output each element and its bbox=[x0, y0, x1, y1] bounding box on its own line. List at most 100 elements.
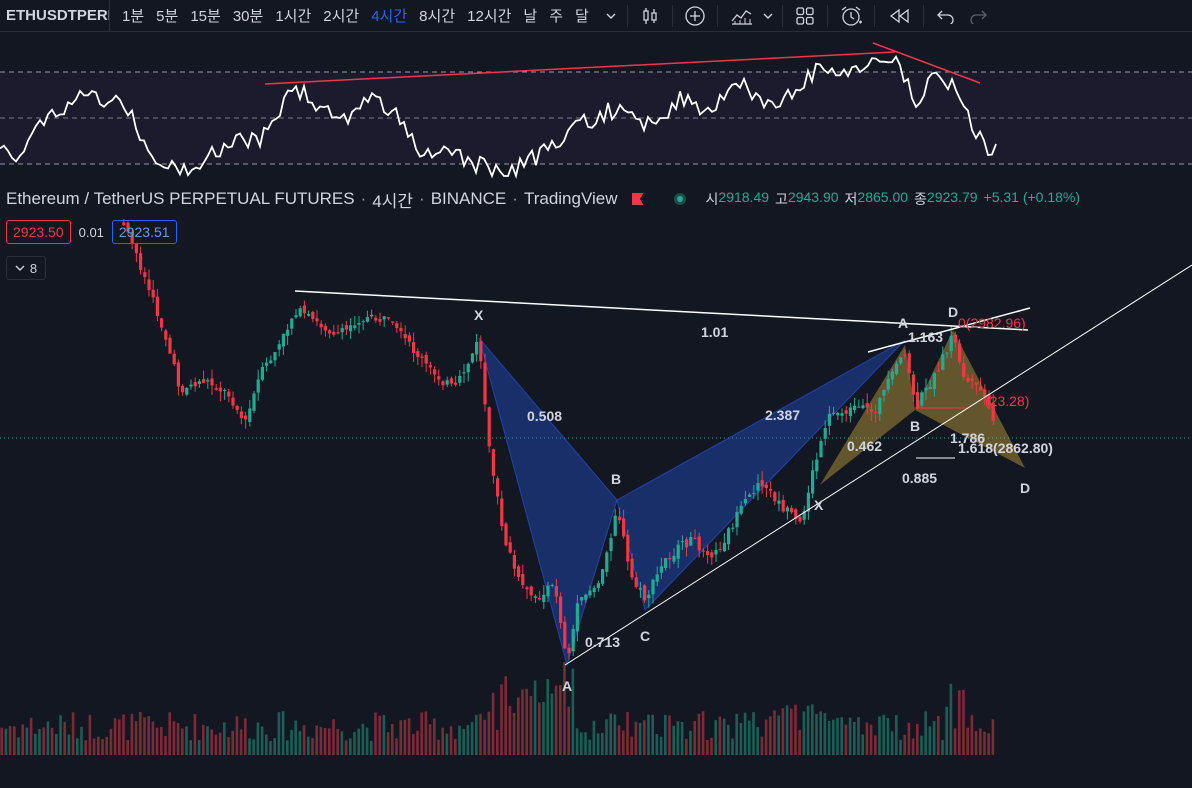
volume-bar bbox=[462, 728, 465, 755]
alert-clock-icon[interactable] bbox=[834, 0, 868, 32]
candle-body bbox=[970, 378, 974, 381]
candle-body bbox=[386, 317, 390, 319]
oscillator-trendline[interactable] bbox=[872, 42, 981, 84]
resistance-trendline-short[interactable] bbox=[867, 307, 1031, 353]
volume-bar bbox=[773, 710, 776, 755]
volume-bar bbox=[382, 714, 386, 755]
replay-icon[interactable] bbox=[881, 0, 917, 32]
interval-11[interactable]: 달 bbox=[575, 8, 589, 25]
volume-bar bbox=[340, 731, 344, 755]
symbol-title[interactable]: Ethereum / TetherUS PERPETUAL FUTURES bbox=[6, 189, 355, 208]
candle-body bbox=[538, 597, 542, 600]
chevron-down-icon[interactable] bbox=[601, 0, 621, 32]
candle-body bbox=[311, 311, 315, 319]
candle-body bbox=[563, 621, 567, 649]
candle-body bbox=[420, 356, 424, 358]
volume-bar bbox=[500, 684, 503, 755]
candle-body bbox=[458, 375, 462, 383]
pattern-point-a: A bbox=[562, 678, 572, 694]
candle-body bbox=[533, 596, 537, 598]
volume-bar bbox=[193, 713, 197, 755]
volume-bar bbox=[231, 730, 234, 755]
interval-4[interactable]: 1시간 bbox=[275, 8, 312, 25]
price-chart[interactable]: X A B C 0.508 0.713 2.387 1.01 X A B D D… bbox=[0, 32, 1192, 788]
candle-body bbox=[441, 381, 445, 386]
candle-body bbox=[760, 480, 764, 487]
indicators-toggle-button[interactable]: 8 bbox=[6, 256, 46, 280]
volume-bar bbox=[630, 736, 633, 755]
indicators-icon[interactable] bbox=[724, 0, 760, 32]
interval-1[interactable]: 5분 bbox=[156, 8, 179, 25]
ratio-label: 1.163 bbox=[908, 329, 943, 345]
candle-body bbox=[613, 515, 617, 536]
chart-area[interactable]: X A B C 0.508 0.713 2.387 1.01 X A B D D… bbox=[0, 32, 1192, 788]
interval-2[interactable]: 15분 bbox=[190, 8, 221, 25]
symbol-search[interactable]: ETHUSDTPERP bbox=[0, 0, 110, 32]
volume-bar bbox=[395, 738, 398, 755]
candle-body bbox=[265, 362, 269, 366]
undo-icon[interactable] bbox=[930, 0, 962, 32]
buy-price-button[interactable]: 2923.51 bbox=[111, 220, 177, 244]
volume-bar bbox=[899, 739, 902, 755]
ratio-label: 0.462 bbox=[847, 438, 882, 454]
volume-bar bbox=[613, 714, 617, 755]
interval-8[interactable]: 12시간 bbox=[467, 8, 512, 25]
volume-bar bbox=[811, 704, 814, 755]
volume-bar bbox=[722, 718, 726, 755]
volume-bar bbox=[470, 721, 474, 755]
interval-6[interactable]: 4시간 bbox=[371, 8, 408, 25]
volume-bar bbox=[181, 728, 184, 755]
interval-9[interactable]: 날 bbox=[523, 8, 538, 25]
interval-5[interactable]: 2시간 bbox=[323, 8, 360, 25]
volume-bar bbox=[622, 730, 625, 755]
candle-body bbox=[231, 397, 235, 406]
flag-icon[interactable] bbox=[631, 193, 644, 205]
candle-body bbox=[134, 243, 138, 254]
volume-bar bbox=[21, 724, 24, 755]
volume-bar bbox=[428, 724, 432, 755]
candles-icon[interactable] bbox=[634, 0, 666, 32]
volume-bar bbox=[206, 726, 209, 755]
pattern-point-x: X bbox=[814, 497, 824, 513]
resistance-trendline[interactable] bbox=[294, 290, 1029, 331]
redo-icon[interactable] bbox=[962, 0, 994, 32]
oscillator-trendline[interactable] bbox=[264, 51, 896, 85]
candle-body bbox=[798, 516, 802, 522]
interval-7[interactable]: 8시간 bbox=[419, 8, 456, 25]
volume-bar bbox=[25, 727, 29, 755]
volume-bar bbox=[92, 738, 96, 755]
volume-bar bbox=[357, 728, 360, 755]
harmonic-pattern-large[interactable] bbox=[478, 337, 906, 667]
candle-body bbox=[928, 387, 932, 390]
chevron-down-icon[interactable] bbox=[760, 0, 776, 32]
volume-bar bbox=[538, 702, 541, 755]
volume-bar bbox=[731, 738, 734, 755]
interval-0[interactable]: 1분 bbox=[122, 8, 145, 25]
volume-bar bbox=[122, 714, 125, 755]
candle-body bbox=[353, 325, 357, 329]
candle-body bbox=[638, 588, 642, 590]
candle-body bbox=[592, 587, 596, 593]
candle-body bbox=[403, 333, 407, 339]
volume-bar bbox=[101, 739, 104, 755]
volume-bar bbox=[50, 727, 54, 755]
divider bbox=[781, 4, 783, 27]
candle-body bbox=[895, 363, 899, 375]
candle-body bbox=[412, 342, 416, 354]
candle-body bbox=[819, 441, 823, 458]
layout-grid-icon[interactable] bbox=[789, 0, 821, 32]
candle-body bbox=[844, 410, 848, 414]
ratio-label: 0.885 bbox=[902, 470, 937, 486]
plus-circle-icon[interactable] bbox=[679, 0, 711, 32]
market-status-icon[interactable] bbox=[673, 193, 686, 205]
sell-price-button[interactable]: 2923.50 bbox=[6, 220, 71, 244]
candle-body bbox=[302, 305, 306, 314]
candle-body bbox=[941, 354, 945, 370]
volume-bar bbox=[139, 711, 142, 755]
interval-10[interactable]: 주 bbox=[549, 8, 564, 25]
volume-bar bbox=[109, 728, 113, 755]
support-trendline[interactable] bbox=[564, 264, 1192, 666]
volume-bar bbox=[693, 720, 696, 755]
candle-body bbox=[206, 380, 210, 382]
interval-3[interactable]: 30분 bbox=[232, 8, 264, 25]
